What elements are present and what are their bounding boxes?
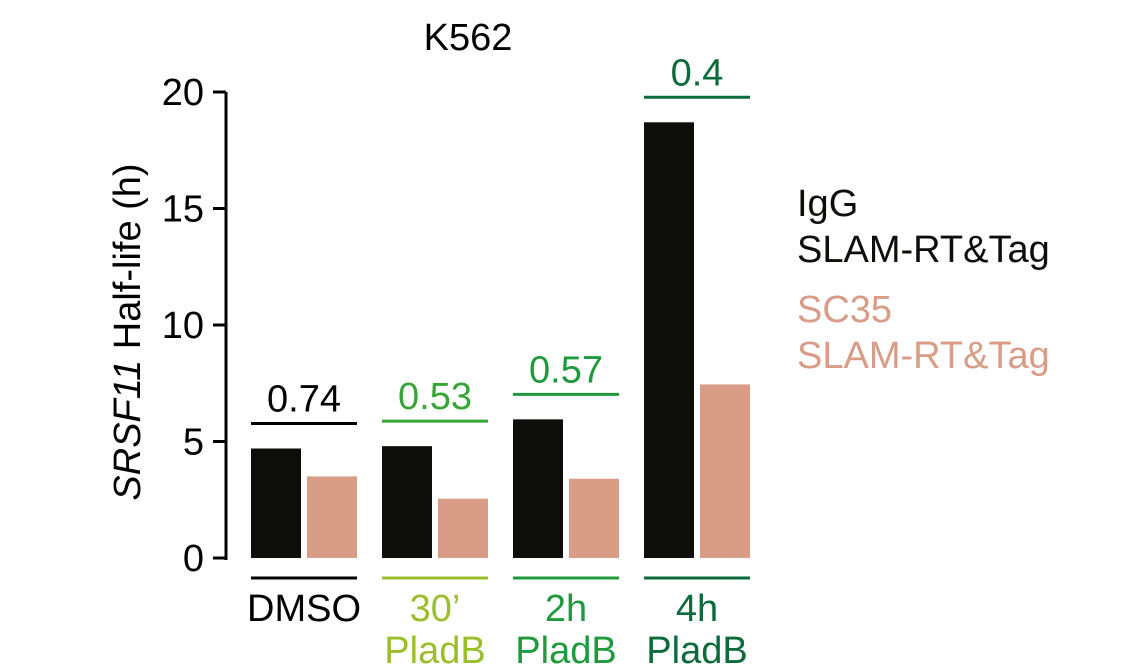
y-ticks: 0 5 10 15 20 <box>162 72 226 580</box>
bar-series2-cat3 <box>569 478 619 558</box>
y-axis-label-unit: Half-life (h) <box>107 163 149 359</box>
bar-series2-cat1 <box>307 476 357 558</box>
bar-series1-cat1 <box>251 448 301 558</box>
y-tick-label: 15 <box>162 189 204 231</box>
chart-title: K562 <box>424 17 513 59</box>
x-tick-label: 30’ <box>410 588 461 630</box>
bar-series1-cat3 <box>513 419 563 558</box>
x-tick-label: DMSO <box>247 588 361 630</box>
legend-entry-1: IgG <box>797 183 858 225</box>
x-tick-label: 4h <box>676 588 718 630</box>
y-tick-label: 5 <box>183 422 204 464</box>
x-tick-label: PladB <box>515 630 616 669</box>
bars <box>251 122 750 558</box>
ratio-label: 0.74 <box>267 378 341 420</box>
y-tick-label: 0 <box>183 538 204 580</box>
bar-series1-cat2 <box>382 446 432 558</box>
y-axis-label: SRSF11 Half-life (h) <box>107 163 149 500</box>
x-tick-label: PladB <box>646 630 747 669</box>
y-axis-label-gene: SRSF11 <box>107 360 149 501</box>
bar-series2-cat4 <box>700 384 750 558</box>
y-tick-label: 20 <box>162 72 204 114</box>
ratio-label: 0.57 <box>529 349 603 391</box>
legend-entry-1: SLAM-RT&Tag <box>797 229 1050 271</box>
legend-entry-2: SC35 <box>797 289 892 331</box>
bar-series2-cat2 <box>438 498 488 558</box>
bar-series1-cat4 <box>644 122 694 558</box>
x-tick-label: 2h <box>545 588 587 630</box>
ratio-label: 0.53 <box>398 376 472 418</box>
legend-entry-2: SLAM-RT&Tag <box>797 335 1050 377</box>
y-tick-label: 10 <box>162 305 204 347</box>
ratio-annotations: 0.74 0.53 0.57 0.4 <box>251 52 750 425</box>
x-tick-label: PladB <box>384 630 485 669</box>
ratio-label: 0.4 <box>671 52 724 94</box>
